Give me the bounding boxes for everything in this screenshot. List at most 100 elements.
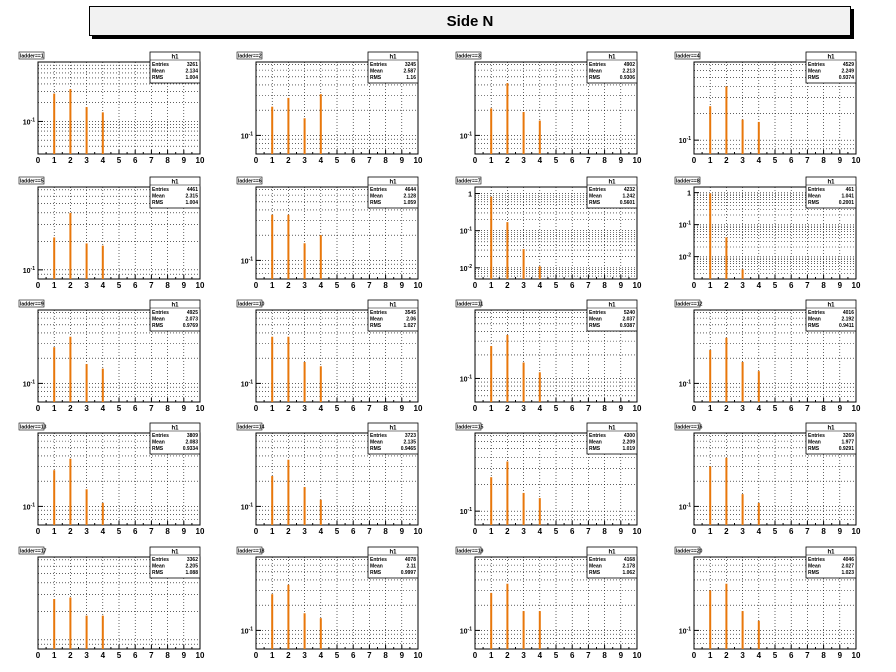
y-tick-label: 10-2 <box>679 253 691 262</box>
stats-name: h1 <box>827 426 835 432</box>
stats-label: Mean <box>152 440 165 446</box>
stats-box <box>805 299 857 332</box>
x-tick-label: 3 <box>302 527 307 536</box>
histogram-bar <box>287 584 290 649</box>
stats-value: 2.315 <box>185 194 198 200</box>
stats-label: Mean <box>370 194 383 200</box>
x-tick-label: 0 <box>473 651 478 660</box>
x-tick-label: 6 <box>351 651 356 660</box>
x-tick-label: 4 <box>101 651 106 660</box>
stats-label: RMS <box>808 446 820 452</box>
x-tick-label: 4 <box>101 527 106 536</box>
x-tick-label: 4 <box>757 404 762 413</box>
stats-value: 3245 <box>405 62 416 68</box>
x-tick-label: 4 <box>319 527 324 536</box>
stats-value: 2.205 <box>185 564 198 570</box>
histogram-title-box <box>18 422 45 431</box>
histogram-bar <box>53 598 56 649</box>
x-tick-label: 9 <box>182 404 187 413</box>
histogram-bar <box>725 337 728 402</box>
y-tick-label: 10-1 <box>23 502 35 511</box>
x-tick-label: 4 <box>538 404 543 413</box>
histogram-title-box <box>236 299 263 308</box>
stats-label: Mean <box>152 564 165 570</box>
x-tick-label: 1 <box>489 404 494 413</box>
x-tick-label: 0 <box>692 404 697 413</box>
histogram-bar <box>85 489 88 525</box>
stats-label: Mean <box>589 194 602 200</box>
x-tick-label: 0 <box>692 156 697 165</box>
x-tick-label: 9 <box>182 527 187 536</box>
stats-label: Mean <box>370 69 383 75</box>
histogram-bar <box>522 611 525 649</box>
histogram-title-box <box>674 51 701 60</box>
x-tick-label: 9 <box>838 651 843 660</box>
histogram-bar <box>757 371 760 402</box>
stats-label: RMS <box>808 570 820 576</box>
x-tick-label: 2 <box>286 651 291 660</box>
stats-label: Mean <box>589 317 602 323</box>
histogram-title: ladder==16 <box>676 425 703 431</box>
stats-name: h1 <box>827 303 835 309</box>
x-tick-label: 8 <box>821 651 826 660</box>
histogram-title: ladder==9 <box>20 302 44 308</box>
x-tick-label: 0 <box>692 651 697 660</box>
x-tick-label: 2 <box>286 527 291 536</box>
histogram-title-box <box>674 422 701 431</box>
stats-label: Entries <box>808 62 825 68</box>
x-tick-label: 4 <box>101 281 106 290</box>
stats-name: h1 <box>827 180 835 186</box>
x-tick-label: 2 <box>68 281 73 290</box>
y-tick-label: 10-1 <box>679 379 691 388</box>
y-tick-label: 10-1 <box>460 227 472 236</box>
stats-value: 2.178 <box>622 564 635 570</box>
x-tick-label: 4 <box>101 156 106 165</box>
x-tick-label: 0 <box>36 527 41 536</box>
stats-name: h1 <box>389 55 397 61</box>
x-tick-label: 2 <box>505 156 510 165</box>
stats-box <box>805 176 857 209</box>
x-tick-label: 2 <box>286 156 291 165</box>
stats-name: h1 <box>608 550 616 556</box>
stats-name: h1 <box>608 426 616 432</box>
stats-label: Entries <box>589 557 606 563</box>
histogram-bar <box>522 492 525 525</box>
x-tick-label: 2 <box>505 527 510 536</box>
histogram-title: ladder==8 <box>676 179 700 185</box>
y-tick-label: 10-1 <box>241 379 253 388</box>
x-tick-label: 9 <box>400 156 405 165</box>
histogram-bar <box>319 235 322 279</box>
x-tick-label: 3 <box>740 527 745 536</box>
y-tick-label: 10-1 <box>241 626 253 635</box>
x-tick-label: 9 <box>400 651 405 660</box>
x-tick-label: 3 <box>302 651 307 660</box>
stats-label: Entries <box>808 187 825 193</box>
stats-value: 2.192 <box>841 317 854 323</box>
x-tick-label: 9 <box>838 156 843 165</box>
x-tick-label: 2 <box>68 404 73 413</box>
x-tick-label: 3 <box>521 404 526 413</box>
stats-label: RMS <box>589 446 601 452</box>
histogram-bar <box>69 212 72 279</box>
stats-label: RMS <box>370 446 382 452</box>
stats-value: 2.135 <box>403 440 416 446</box>
x-tick-label: 5 <box>773 651 778 660</box>
stats-value: 2.134 <box>185 69 198 75</box>
x-tick-label: 6 <box>570 651 575 660</box>
y-tick-label: 1 <box>687 191 691 198</box>
stats-value: 0.9374 <box>839 75 855 81</box>
histogram-bar <box>709 590 712 649</box>
x-tick-label: 1 <box>489 651 494 660</box>
stats-label: Mean <box>370 317 383 323</box>
stats-box <box>586 51 638 84</box>
histogram-bar <box>319 366 322 402</box>
x-tick-label: 0 <box>473 156 478 165</box>
stats-box <box>586 299 638 332</box>
stats-label: Mean <box>808 194 821 200</box>
histogram-bar <box>741 119 744 154</box>
histogram-bar <box>101 112 104 154</box>
